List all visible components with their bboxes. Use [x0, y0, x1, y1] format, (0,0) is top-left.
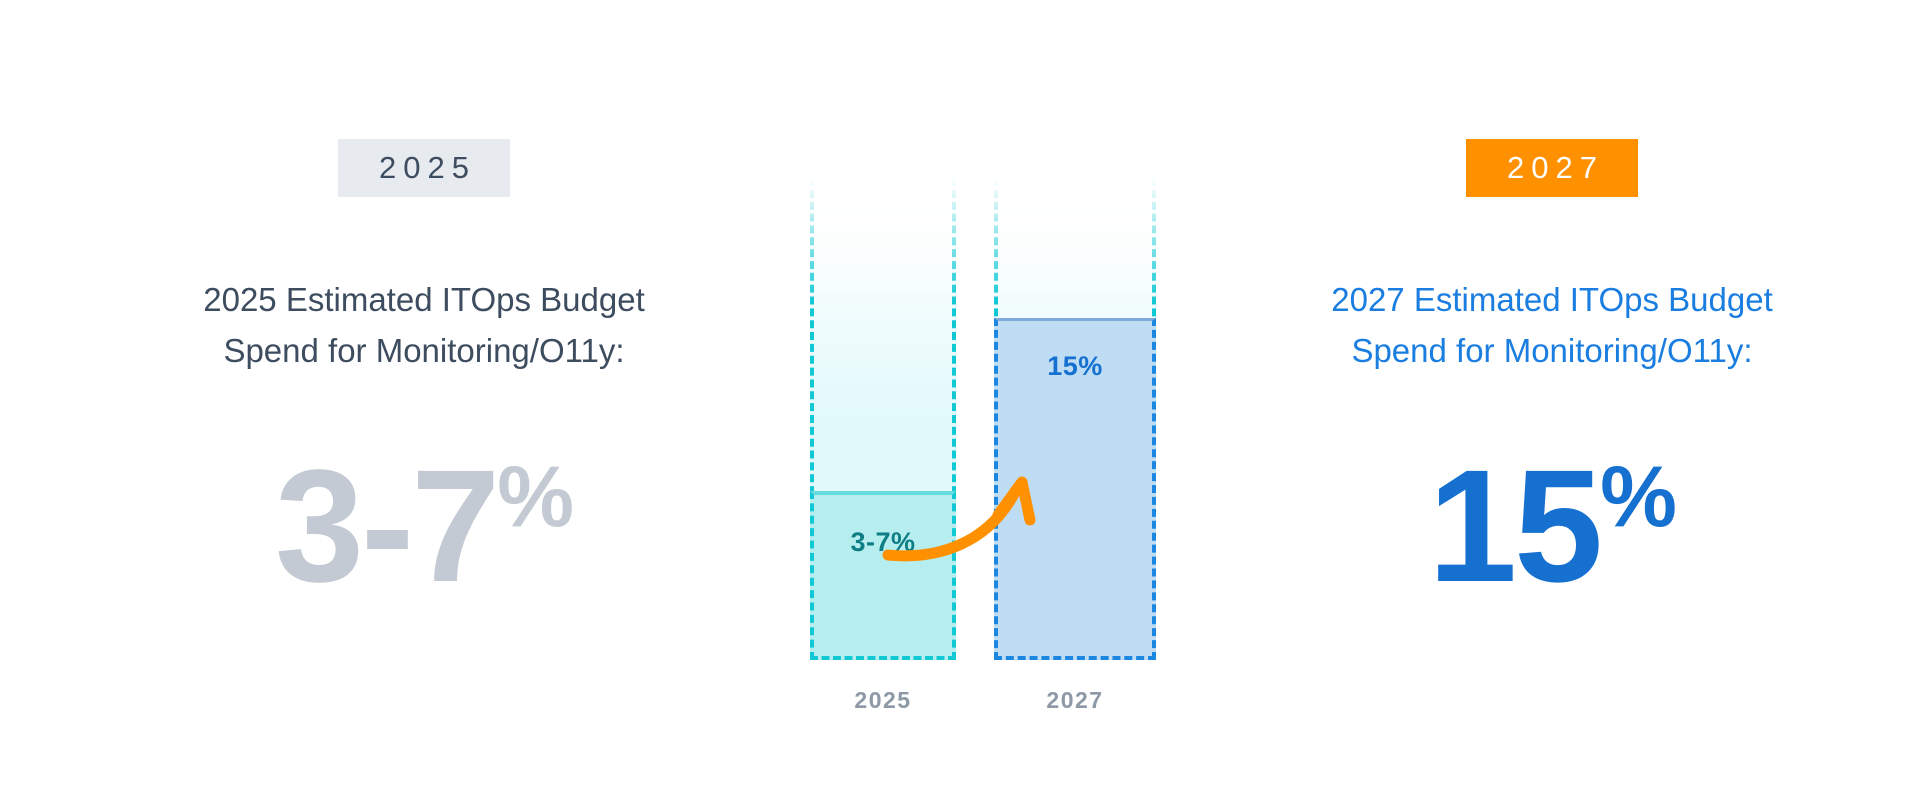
- stat-number-2027: 15: [1428, 436, 1603, 615]
- stat-unit-2025: %: [497, 449, 574, 546]
- year-badge-2025: 2025: [338, 139, 510, 197]
- bar-value-label-2025: 3-7%: [850, 527, 916, 558]
- stat-value-2025: 3-7%: [60, 446, 788, 606]
- x-axis-tick-2027: 2027: [1046, 687, 1104, 713]
- bar-group-2027: 15%: [994, 178, 1156, 660]
- bar-value-label-2027: 15%: [1047, 350, 1103, 381]
- caption-2025: 2025 Estimated ITOps Budget Spend for Mo…: [203, 281, 645, 370]
- caption-2027: 2027 Estimated ITOps Budget Spend for Mo…: [1331, 281, 1773, 370]
- bar-chart: 3-7% 15% 2025 2027: [800, 160, 1180, 720]
- stat-unit-2027: %: [1600, 449, 1677, 546]
- year-badge-2027: 2027: [1466, 139, 1638, 197]
- x-axis-tick-2025: 2025: [854, 687, 912, 713]
- stat-value-2027: 15%: [1188, 446, 1916, 606]
- bar-group-2025: 3-7%: [810, 178, 956, 660]
- bar-fill-2027: 15%: [994, 317, 1156, 660]
- stat-number-2025: 3-7: [274, 436, 500, 615]
- bar-fill-2025: 3-7%: [810, 491, 956, 660]
